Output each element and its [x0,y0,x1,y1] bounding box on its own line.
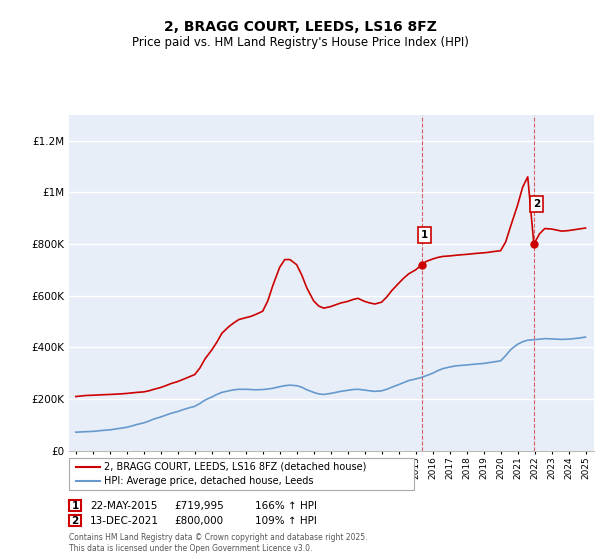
Text: 22-MAY-2015: 22-MAY-2015 [90,501,157,511]
Text: HPI: Average price, detached house, Leeds: HPI: Average price, detached house, Leed… [104,476,313,486]
Text: 1: 1 [71,501,79,511]
Text: 2: 2 [71,516,79,526]
Text: 1: 1 [421,230,428,240]
Text: 2, BRAGG COURT, LEEDS, LS16 8FZ: 2, BRAGG COURT, LEEDS, LS16 8FZ [164,20,436,34]
Text: 13-DEC-2021: 13-DEC-2021 [90,516,159,526]
Text: 109% ↑ HPI: 109% ↑ HPI [255,516,317,526]
Text: 2, BRAGG COURT, LEEDS, LS16 8FZ (detached house): 2, BRAGG COURT, LEEDS, LS16 8FZ (detache… [104,461,366,472]
Text: 2: 2 [533,199,540,209]
Text: £800,000: £800,000 [174,516,223,526]
Text: Contains HM Land Registry data © Crown copyright and database right 2025.
This d: Contains HM Land Registry data © Crown c… [69,533,367,553]
Text: £719,995: £719,995 [174,501,224,511]
Text: Price paid vs. HM Land Registry's House Price Index (HPI): Price paid vs. HM Land Registry's House … [131,36,469,49]
Text: 166% ↑ HPI: 166% ↑ HPI [255,501,317,511]
